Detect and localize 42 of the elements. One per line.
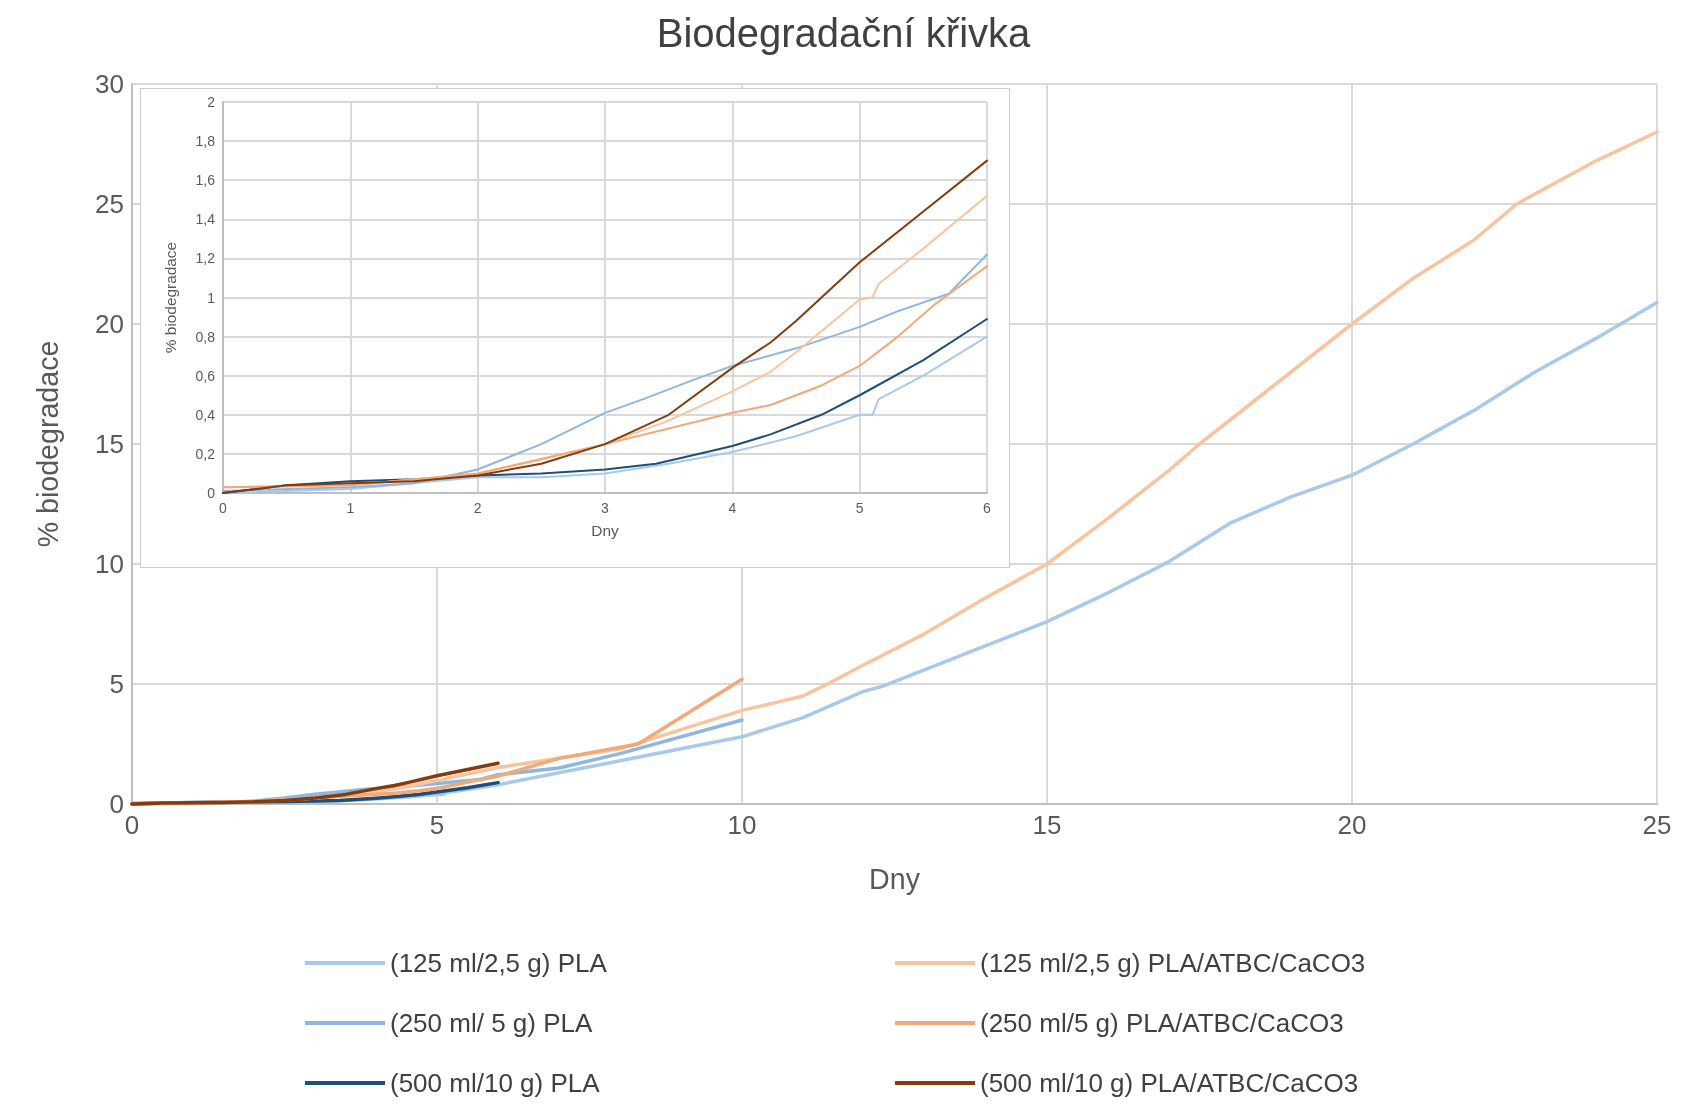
legend-label: (500 ml/10 g) PLA/ATBC/CaCO3: [980, 1068, 1359, 1098]
legend-label: (250 ml/ 5 g) PLA: [390, 1008, 593, 1038]
y-tick-label: 0,8: [195, 328, 216, 345]
x-tick-label: 5: [855, 500, 864, 516]
y-tick-label: 10: [95, 549, 124, 579]
y-tick-label: 20: [95, 309, 124, 339]
y-tick-label: 1,4: [195, 211, 216, 228]
x-tick-label: 10: [727, 810, 757, 840]
x-tick-label: 2: [473, 500, 482, 516]
y-tick-label: 0,2: [195, 445, 216, 462]
x-axis-title: Dny: [869, 862, 921, 895]
x-tick-label: 4: [728, 500, 737, 516]
y-tick-label: 0,6: [195, 367, 216, 384]
x-tick-label: 15: [1032, 810, 1062, 840]
y-tick-label: 0,4: [195, 406, 216, 423]
legend-label: (250 ml/5 g) PLA/ATBC/CaCO3: [980, 1008, 1344, 1038]
y-tick-label: 15: [95, 429, 124, 459]
x-axis-title: Dny: [591, 522, 619, 539]
y-tick-label: 0: [109, 789, 124, 819]
x-tick-label: 20: [1337, 810, 1367, 840]
y-tick-label: 0: [207, 485, 216, 501]
chart-title: Biodegradační křivka: [656, 11, 1032, 55]
legend-label: (125 ml/2,5 g) PLA/ATBC/CaCO3: [980, 948, 1366, 978]
legend-label: (500 ml/10 g) PLA: [390, 1068, 601, 1098]
y-axis-title: % biodegradace: [162, 241, 179, 354]
x-tick-label: 25: [1642, 810, 1672, 840]
y-tick-label: 1,6: [195, 172, 216, 189]
x-tick-label: 5: [429, 810, 445, 840]
x-tick-label: 6: [983, 500, 992, 516]
y-tick-label: 1,2: [195, 250, 216, 267]
y-tick-label: 1: [207, 289, 216, 306]
x-tick-label: 3: [601, 500, 610, 516]
y-axis-title: % biodegradace: [31, 340, 64, 548]
y-tick-label: 25: [95, 189, 124, 219]
x-tick-label: 0: [219, 500, 228, 516]
line-series: [130, 761, 500, 806]
y-tick-label: 1,8: [195, 133, 216, 150]
y-tick-label: 5: [109, 669, 124, 699]
legend-label: (125 ml/2,5 g) PLA: [390, 948, 608, 978]
y-tick-label: 30: [95, 69, 124, 99]
x-tick-label: 1: [346, 500, 355, 516]
y-tick-label: 2: [207, 94, 216, 110]
